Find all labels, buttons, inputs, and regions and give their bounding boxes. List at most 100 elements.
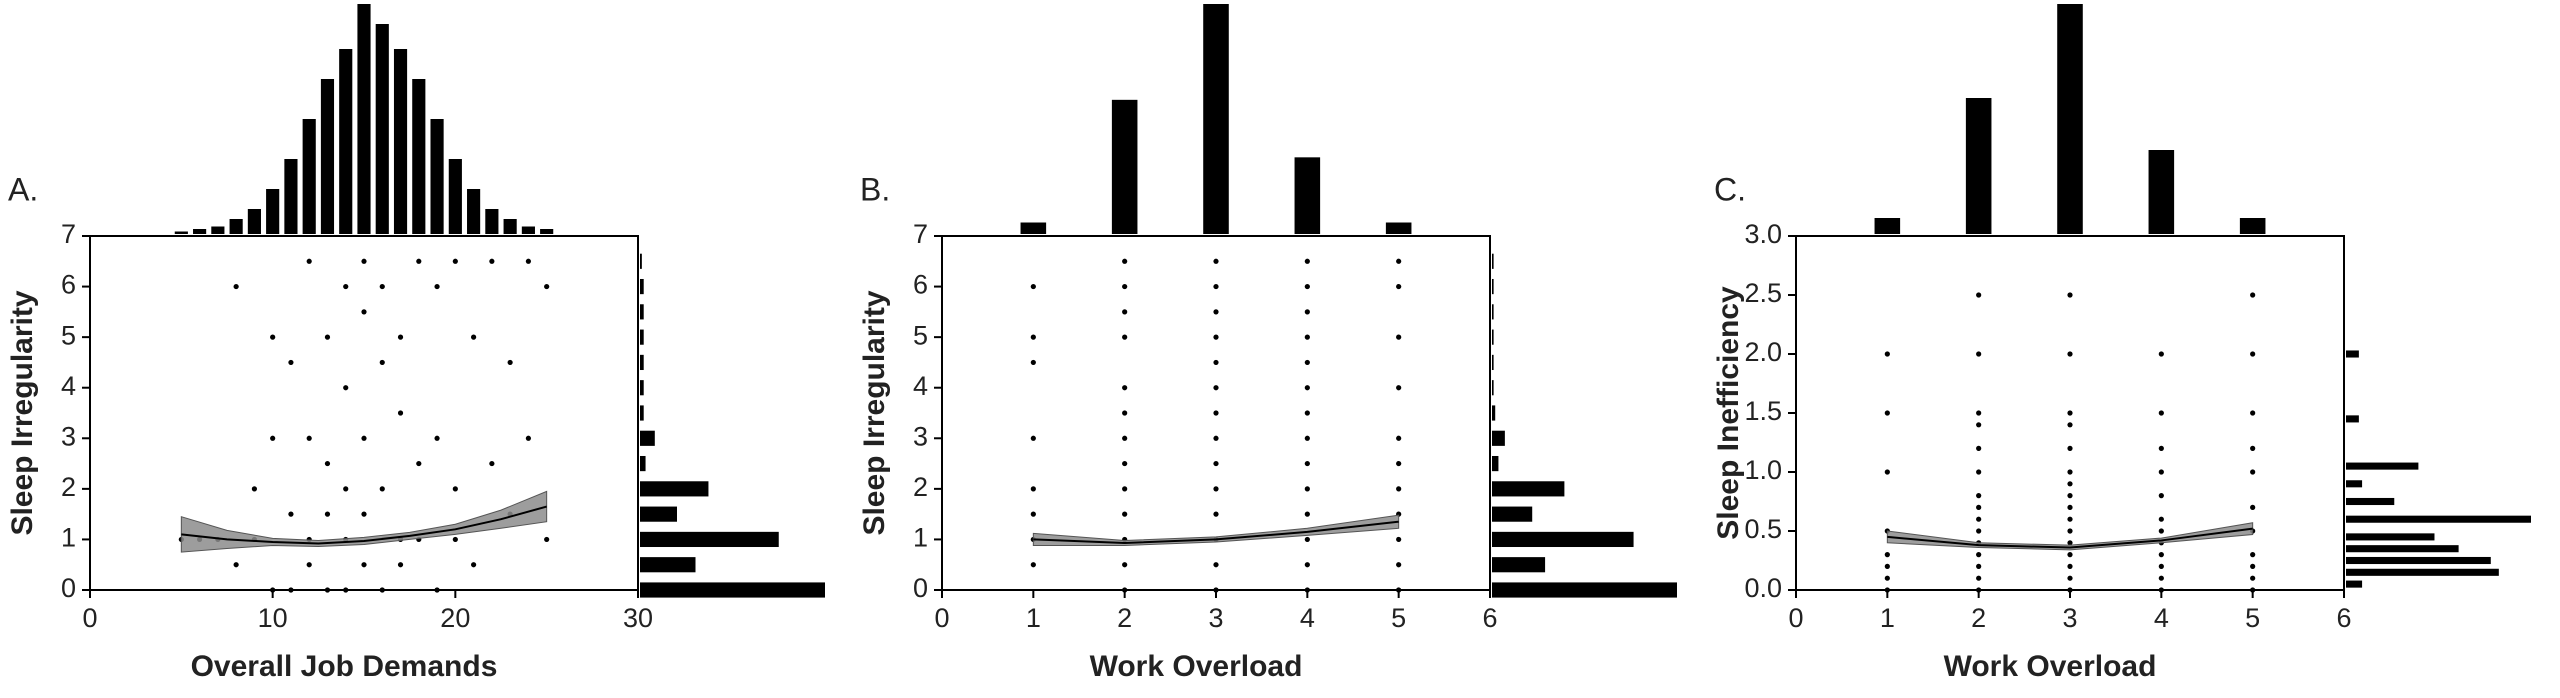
point bbox=[416, 258, 422, 264]
point bbox=[2067, 410, 2073, 416]
point bbox=[2067, 469, 2073, 475]
fit-line bbox=[1887, 527, 2253, 549]
point bbox=[1213, 258, 1219, 264]
point bbox=[2067, 587, 2073, 593]
top-hist-bar bbox=[485, 209, 499, 234]
right-hist-bar bbox=[1492, 481, 1565, 497]
point bbox=[525, 435, 532, 441]
point bbox=[1304, 359, 1310, 366]
point bbox=[1396, 385, 1402, 391]
point bbox=[379, 587, 385, 593]
right-hist-bar bbox=[2346, 415, 2359, 423]
point bbox=[1884, 563, 1890, 570]
point bbox=[2250, 469, 2256, 475]
point bbox=[1304, 410, 1310, 416]
point bbox=[1884, 575, 1890, 581]
point bbox=[397, 562, 404, 568]
x-tick-label: 5 bbox=[2245, 603, 2260, 633]
point bbox=[1213, 435, 1219, 441]
top-hist-bar bbox=[430, 119, 444, 234]
y-tick-label: 7 bbox=[61, 219, 76, 249]
point bbox=[306, 435, 312, 441]
top-hist-bar bbox=[1294, 157, 1321, 234]
point bbox=[361, 562, 367, 568]
point bbox=[1213, 562, 1219, 568]
right-hist-bar bbox=[2346, 462, 2419, 470]
right-hist-bar bbox=[640, 405, 644, 421]
right-hist-bar bbox=[2346, 580, 2363, 588]
point bbox=[1396, 562, 1402, 568]
point bbox=[2067, 292, 2073, 298]
point bbox=[324, 460, 331, 467]
y-tick-label: 7 bbox=[913, 219, 928, 249]
y-tick-label: 5 bbox=[913, 320, 928, 350]
right-hist-bar bbox=[640, 354, 644, 371]
point bbox=[507, 359, 513, 366]
right-hist-bar bbox=[1492, 405, 1496, 421]
right-hist-bar bbox=[640, 506, 677, 522]
panel-label: B. bbox=[860, 171, 890, 207]
top-hist-bar bbox=[521, 226, 535, 234]
y-tick-label: 2.0 bbox=[1744, 337, 1782, 367]
point bbox=[434, 283, 440, 290]
point bbox=[251, 486, 257, 492]
top-hist-bar bbox=[412, 79, 426, 234]
point bbox=[1213, 460, 1219, 467]
point bbox=[1976, 292, 1982, 298]
right-hist-bar bbox=[1492, 329, 1494, 345]
point bbox=[1304, 562, 1310, 568]
point bbox=[1884, 410, 1890, 416]
point bbox=[1122, 460, 1128, 467]
top-hist-bar bbox=[339, 49, 353, 234]
y-tick-label: 1.0 bbox=[1744, 455, 1782, 485]
top-hist-bar bbox=[357, 4, 371, 234]
x-tick-label: 3 bbox=[1208, 603, 1223, 633]
point bbox=[2250, 445, 2256, 451]
plot-frame bbox=[89, 235, 639, 591]
point bbox=[1122, 385, 1128, 391]
point bbox=[452, 258, 458, 264]
point bbox=[270, 435, 276, 441]
top-hist-bar bbox=[448, 159, 462, 234]
point bbox=[2158, 445, 2164, 451]
point bbox=[379, 359, 385, 366]
y-tick-label: 6 bbox=[61, 270, 76, 300]
point bbox=[1396, 460, 1402, 467]
right-hist-bar bbox=[640, 304, 644, 320]
x-tick-label: 0 bbox=[1788, 603, 1803, 633]
point bbox=[544, 283, 550, 290]
point bbox=[2067, 516, 2073, 522]
right-hist-bar bbox=[2346, 497, 2395, 506]
point bbox=[2158, 563, 2164, 570]
top-hist-bar bbox=[540, 229, 554, 234]
point bbox=[2158, 587, 2164, 593]
y-tick-label: 3 bbox=[61, 421, 76, 451]
y-axis-title: Sleep Inefficiency bbox=[1712, 286, 1745, 540]
point bbox=[1030, 435, 1036, 441]
top-hist-bar bbox=[266, 189, 280, 234]
top-hist-bar bbox=[1874, 218, 1901, 234]
point bbox=[1976, 575, 1982, 581]
point bbox=[489, 258, 495, 264]
point bbox=[1976, 552, 1982, 558]
top-hist-bar bbox=[2057, 4, 2083, 234]
right-hist-bar bbox=[1492, 455, 1499, 472]
right-hist-bar bbox=[640, 455, 646, 472]
top-hist-bar bbox=[193, 229, 207, 234]
x-tick-label: 4 bbox=[2154, 603, 2169, 633]
point bbox=[2158, 528, 2164, 534]
top-hist-bar bbox=[503, 219, 517, 234]
point bbox=[525, 258, 532, 264]
point bbox=[1396, 283, 1402, 290]
point bbox=[343, 486, 349, 492]
x-axis-title: Overall Job Demands bbox=[191, 650, 498, 683]
point bbox=[361, 309, 367, 315]
x-tick-label: 5 bbox=[1391, 603, 1406, 633]
point bbox=[471, 334, 477, 340]
point bbox=[1304, 460, 1310, 467]
x-axis-title: Work Overload bbox=[1090, 650, 1303, 683]
point bbox=[1213, 410, 1219, 416]
y-tick-label: 2.5 bbox=[1744, 278, 1782, 308]
point bbox=[270, 587, 276, 593]
top-hist-bar bbox=[1203, 4, 1229, 234]
